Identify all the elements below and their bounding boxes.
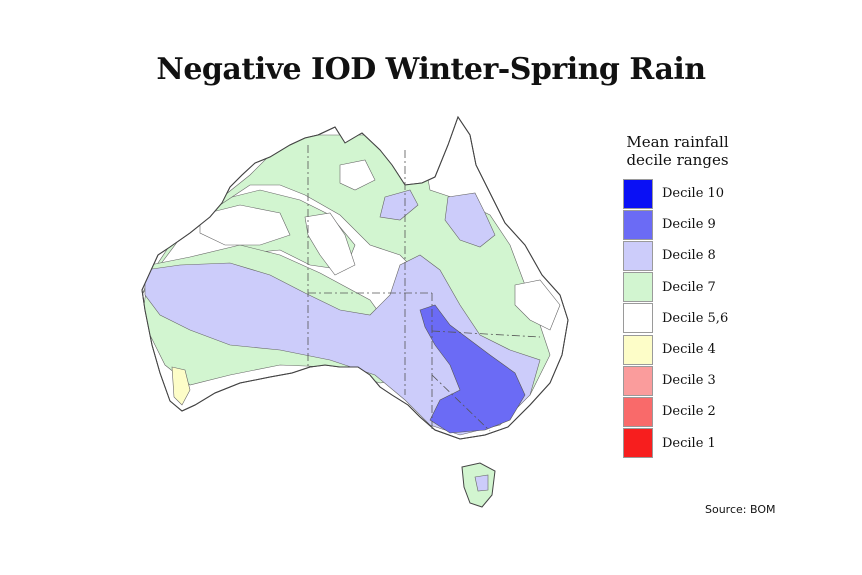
legend-swatch [623, 428, 653, 459]
legend: Decile 10 Decile 9 Decile 8 Decile 7 Dec… [623, 178, 728, 459]
legend-title-line2: decile ranges [626, 151, 729, 169]
legend-label: Decile 1 [662, 435, 716, 451]
decile-8-region-gulf [379, 189, 419, 221]
legend-swatch [623, 240, 653, 271]
legend-label: Decile 5,6 [662, 310, 729, 326]
legend-label: Decile 10 [662, 186, 725, 202]
white-pocket-north [339, 159, 376, 191]
legend-label: Decile 7 [662, 279, 716, 295]
legend-swatch [623, 303, 653, 334]
legend-title-line1: Mean rainfall [626, 133, 729, 151]
legend-title: Mean rainfall decile ranges [610, 133, 745, 169]
decile-8-region-northeast [444, 192, 496, 248]
white-pocket-interior [304, 212, 356, 276]
map-title: Negative IOD Winter-Spring Rain [156, 52, 706, 87]
legend-label: Decile 3 [662, 373, 716, 389]
legend-label: Decile 2 [662, 404, 716, 420]
legend-item-decile-4: Decile 4 [623, 334, 728, 365]
white-pocket-northwest [199, 204, 291, 246]
legend-item-decile-3: Decile 3 [623, 365, 728, 396]
legend-swatch [623, 209, 653, 240]
white-pocket-east [514, 279, 561, 331]
mainland-coastline [141, 115, 569, 440]
legend-swatch [623, 334, 653, 365]
decile-4-region-southwest [171, 366, 191, 406]
legend-item-decile-9: Decile 9 [623, 209, 728, 240]
legend-item-decile-8: Decile 8 [623, 240, 728, 271]
state-borders [307, 145, 541, 432]
legend-item-decile-10: Decile 10 [623, 178, 728, 209]
legend-swatch [623, 272, 653, 303]
legend-label: Decile 4 [662, 342, 716, 358]
legend-item-decile-7: Decile 7 [623, 272, 728, 303]
legend-item-decile-2: Decile 2 [623, 396, 728, 427]
legend-swatch [623, 178, 653, 209]
tasmania-decile-8 [474, 474, 489, 492]
source-credit: Source: BOM [705, 503, 776, 516]
decile-9-region-southeast [419, 304, 526, 434]
australia-rainfall-map [141, 115, 569, 508]
legend-item-decile-5-6: Decile 5,6 [623, 303, 728, 334]
legend-label: Decile 9 [662, 217, 716, 233]
decile-8-region-central [144, 254, 541, 436]
legend-swatch [623, 365, 653, 396]
legend-swatch [623, 396, 653, 427]
legend-label: Decile 8 [662, 248, 716, 264]
legend-item-decile-1: Decile 1 [623, 428, 728, 459]
